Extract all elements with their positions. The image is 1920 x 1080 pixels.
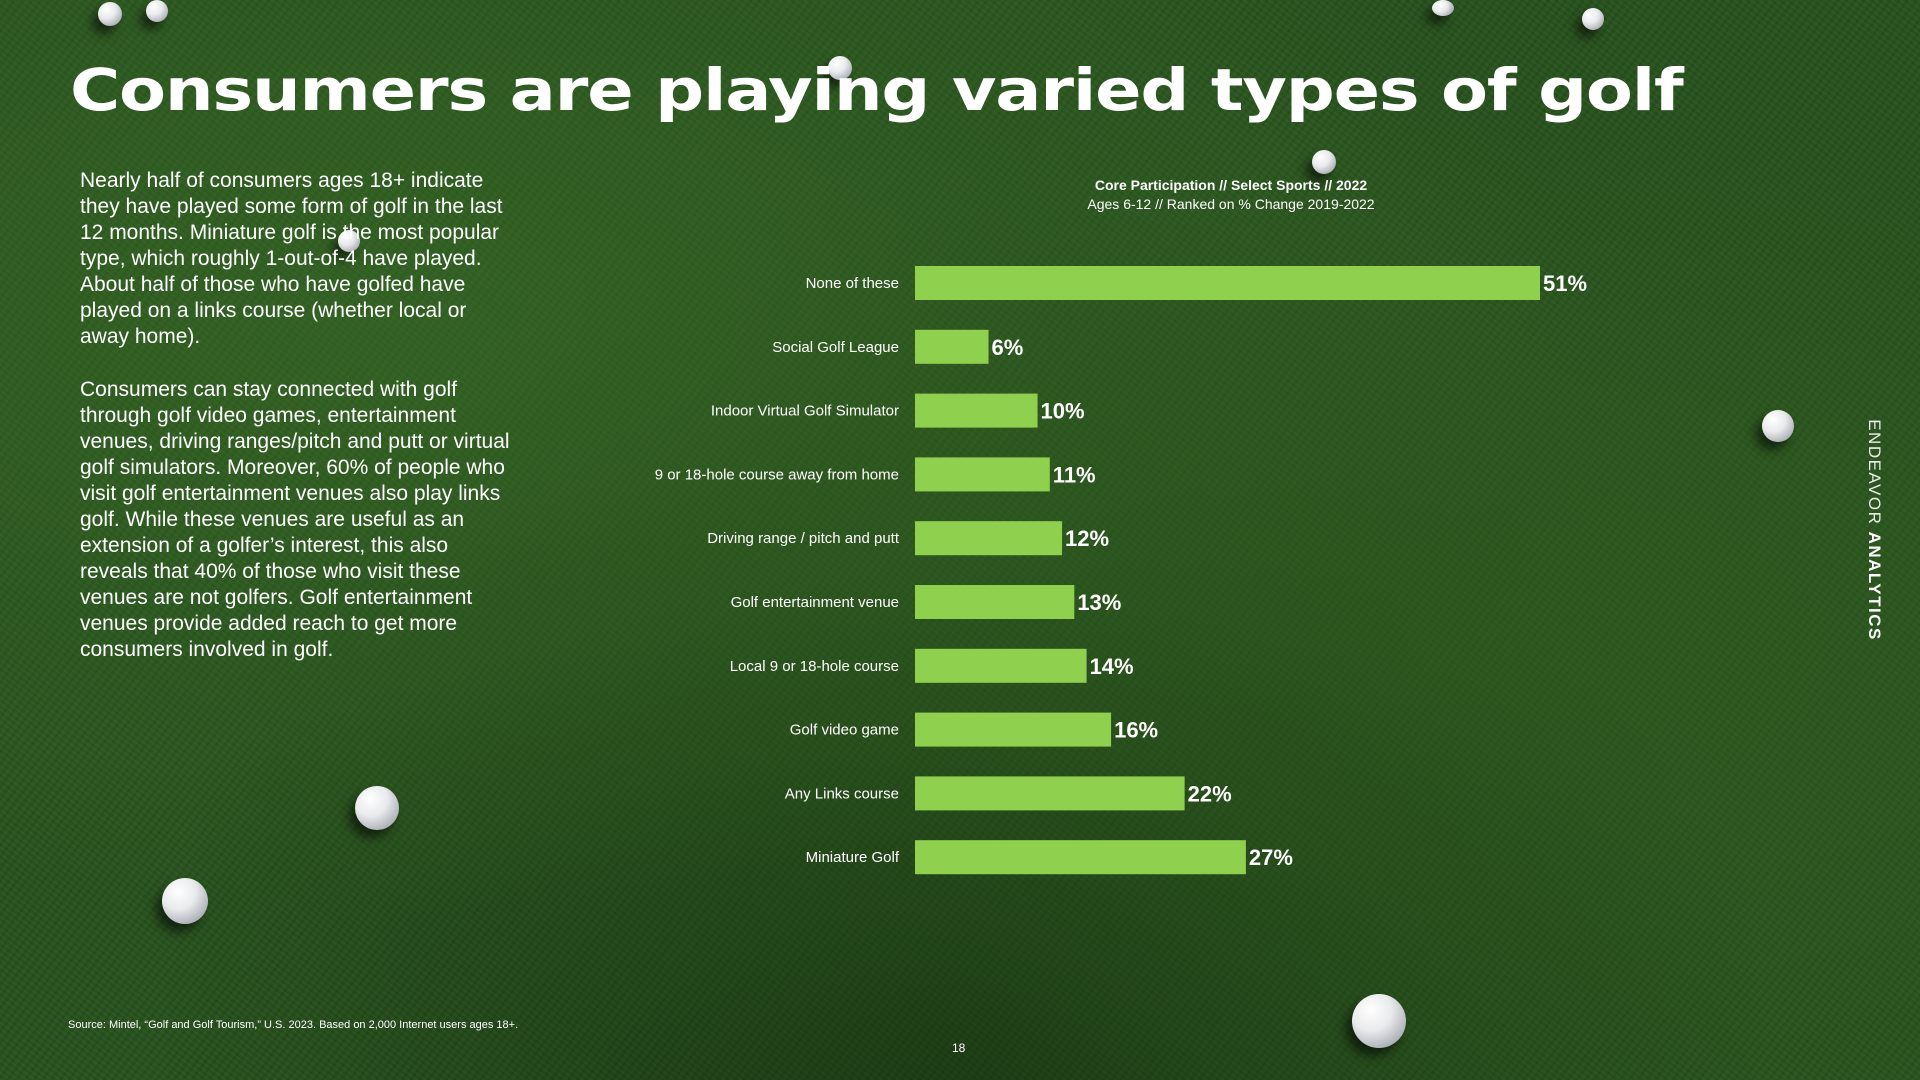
golf-ball-image <box>162 878 208 924</box>
bar <box>915 393 1038 428</box>
brand-name-bold: ANALYTICS <box>1865 531 1884 641</box>
intro-paragraph: Nearly half of consumers ages 18+ indica… <box>80 169 503 348</box>
bar <box>915 585 1075 619</box>
golf-ball-image <box>146 0 168 22</box>
value-label: 27% <box>1249 845 1293 870</box>
source-note: Source: Mintel, “Golf and Golf Tourism,”… <box>68 1019 519 1031</box>
category-label: Golf entertainment venue <box>731 594 899 611</box>
page-number: 18 <box>952 1041 966 1055</box>
chart-subtitle: Ages 6-12 // Ranked on % Change 2019-202… <box>1087 196 1374 212</box>
value-label: 16% <box>1114 718 1158 743</box>
value-label: 11% <box>1053 462 1096 487</box>
category-label: Indoor Virtual Golf Simulator <box>711 403 899 420</box>
golf-ball-image <box>828 56 852 80</box>
bar <box>915 776 1185 811</box>
bars-group: None of these 51% Social Golf League 6% Indo… <box>655 266 1587 875</box>
bar <box>915 648 1087 683</box>
value-label: 51% <box>1543 271 1587 296</box>
bar <box>915 521 1063 556</box>
page-title: Consumers are playing varied types of go… <box>70 56 1684 124</box>
category-label: Miniature Golf <box>806 849 900 866</box>
golf-ball-image <box>1762 410 1794 442</box>
value-label: 14% <box>1090 654 1134 679</box>
golf-ball-image <box>355 786 399 830</box>
brand-name-light: ENDEAVOR <box>1865 419 1884 526</box>
category-label: Social Golf League <box>772 339 899 356</box>
category-label: Local 9 or 18-hole course <box>730 658 899 675</box>
category-label: 9 or 18-hole course away from home <box>655 466 899 483</box>
category-label: Driving range / pitch and putt <box>707 530 900 547</box>
golf-ball-image <box>338 230 360 252</box>
golf-ball-image <box>1352 994 1406 1048</box>
value-label: 13% <box>1077 590 1121 615</box>
bar <box>915 840 1246 875</box>
value-label: 6% <box>992 335 1024 360</box>
chart-title: Core Participation // Select Sports // 2… <box>1095 177 1368 193</box>
golf-ball-image <box>1432 0 1454 16</box>
value-label: 22% <box>1188 781 1232 806</box>
bar <box>915 266 1540 300</box>
golf-ball-image <box>1582 8 1604 30</box>
golf-ball-image <box>1312 150 1336 174</box>
venues-paragraph: Consumers can stay connected with golf t… <box>80 378 510 661</box>
bar <box>915 457 1050 492</box>
value-label: 10% <box>1041 399 1085 424</box>
value-label: 12% <box>1065 526 1109 551</box>
category-label: None of these <box>806 275 899 292</box>
category-label: Any Links course <box>785 785 899 802</box>
category-label: Golf video game <box>790 722 899 739</box>
golf-ball-image <box>98 2 122 26</box>
bar <box>915 712 1112 747</box>
bar <box>915 329 989 364</box>
